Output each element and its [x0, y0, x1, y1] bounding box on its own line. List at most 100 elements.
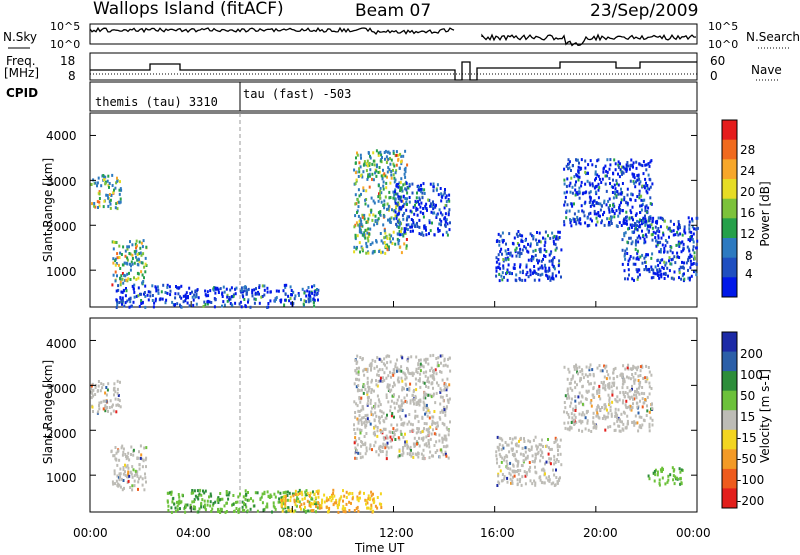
heatmap-cell [635, 212, 638, 216]
heatmap-cell [381, 177, 384, 181]
heatmap-cell [357, 370, 360, 374]
heatmap-cell [357, 223, 360, 227]
heatmap-cell [369, 227, 372, 231]
heatmap-cell [630, 367, 632, 371]
heatmap-cell [419, 369, 422, 373]
heatmap-cell [325, 496, 328, 500]
heatmap-cell [419, 362, 422, 366]
heatmap-cell [284, 490, 287, 494]
heatmap-cell [131, 253, 134, 257]
heatmap-cell [615, 179, 618, 183]
heatmap-cell [575, 191, 578, 195]
heatmap-cell [439, 410, 442, 414]
heatmap-cell [516, 242, 519, 245]
heatmap-cell [553, 234, 556, 238]
heatmap-cell [439, 370, 441, 374]
heatmap-cell [660, 275, 663, 279]
heatmap-cell [258, 286, 261, 289]
heatmap-cell [185, 291, 188, 295]
heatmap-cell [374, 504, 377, 508]
heatmap-cell [406, 359, 409, 363]
heatmap-cell [189, 506, 192, 510]
heatmap-cell [573, 175, 576, 179]
heatmap-cell [363, 384, 366, 388]
heatmap-cell [647, 268, 650, 272]
heatmap-cell [405, 440, 408, 444]
heatmap-cell [418, 225, 421, 229]
heatmap-cell [118, 301, 121, 304]
heatmap-cell [624, 167, 627, 171]
heatmap-cell [337, 510, 340, 514]
heatmap-cell [614, 398, 617, 402]
heatmap-cell [538, 278, 541, 282]
heatmap-cell [363, 233, 366, 237]
heatmap-cell [435, 372, 438, 376]
heatmap-cell [360, 408, 363, 412]
heatmap-cell [112, 273, 115, 277]
heatmap-cell [563, 191, 566, 195]
heatmap-cell [586, 390, 589, 394]
heatmap-cell [608, 197, 611, 201]
heatmap-cell [607, 393, 610, 397]
heatmap-cell [658, 276, 661, 280]
heatmap-cell [369, 168, 372, 172]
heatmap-cell [400, 227, 403, 231]
heatmap-cell [394, 192, 397, 196]
heatmap-cell [579, 166, 582, 170]
heatmap-cell [618, 203, 621, 207]
heatmap-cell [633, 176, 636, 180]
heatmap-cell [538, 248, 541, 251]
heatmap-cell [388, 196, 391, 200]
heatmap-cell [638, 384, 641, 388]
heatmap-cell [171, 300, 174, 304]
heatmap-cell [607, 383, 610, 387]
heatmap-cell [354, 358, 357, 362]
heatmap-cell [537, 273, 540, 276]
heatmap-cell [355, 367, 358, 371]
heatmap-cell [558, 445, 561, 449]
heatmap-cell [571, 191, 574, 195]
heatmap-cell [439, 387, 442, 391]
heatmap-cell [427, 427, 430, 431]
heatmap-cell [605, 377, 608, 381]
heatmap-cell [426, 208, 428, 212]
heatmap-cell [217, 496, 220, 500]
heatmap-cell [644, 376, 647, 380]
heatmap-cell [406, 228, 409, 231]
heatmap-cell [406, 216, 409, 220]
nsky-label: N.Sky [3, 30, 38, 44]
heatmap-cell [166, 500, 169, 504]
heatmap-cell [534, 456, 537, 460]
heatmap-cell [400, 205, 403, 209]
heatmap-cell [116, 274, 118, 278]
heatmap-cell [394, 190, 396, 194]
heatmap-cell [648, 410, 651, 414]
heatmap-cell [358, 194, 361, 198]
heatmap-cell [656, 240, 659, 244]
heatmap-cell [579, 419, 582, 423]
heatmap-cell [258, 301, 261, 305]
heatmap-cell [443, 423, 446, 427]
heatmap-cell [652, 471, 655, 475]
heatmap-cell [412, 229, 414, 233]
heatmap-cell [650, 159, 653, 163]
heatmap-cell [426, 433, 429, 437]
heatmap-cell [632, 256, 635, 260]
heatmap-cell [565, 190, 568, 194]
heatmap-cell [370, 380, 373, 384]
heatmap-cell [634, 378, 637, 382]
heatmap-cell [361, 233, 364, 237]
heatmap-cell [369, 401, 372, 405]
heatmap-cell [646, 227, 649, 231]
heatmap-cell [126, 475, 128, 479]
heatmap-cell [240, 286, 243, 290]
heatmap-cell [498, 481, 501, 485]
heatmap-cell [679, 241, 682, 245]
heatmap-cell [124, 463, 126, 467]
heatmap-cell [498, 452, 501, 456]
heatmap-cell [539, 240, 542, 244]
heatmap-cell [425, 403, 428, 407]
heatmap-cell [431, 419, 434, 423]
heatmap-cell [384, 231, 387, 235]
heatmap-cell [361, 455, 364, 459]
